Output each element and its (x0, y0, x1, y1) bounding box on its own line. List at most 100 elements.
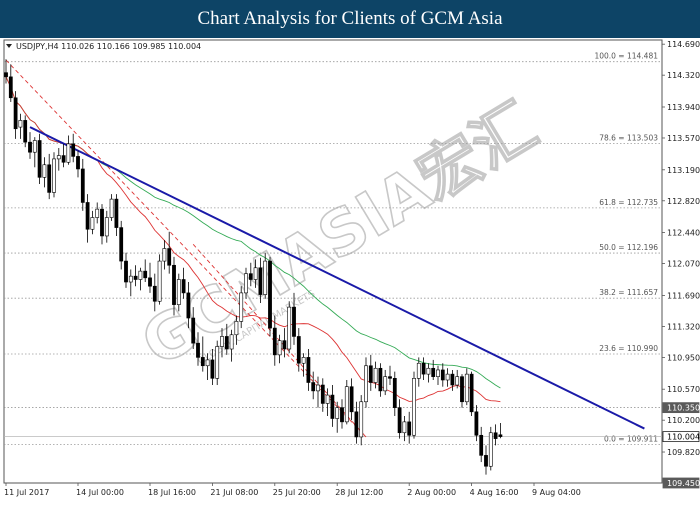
candle-body (234, 321, 239, 336)
y-tick-label: 113.570 (667, 134, 700, 143)
candle-body (349, 386, 354, 413)
candle-body (445, 373, 450, 381)
y-tick-label: 112.820 (667, 197, 700, 206)
candle-body (162, 248, 167, 262)
candle-body (176, 279, 181, 305)
current-price-box (662, 431, 700, 443)
candle-body (392, 378, 397, 408)
x-tick-label: 4 Aug 16:00 (470, 488, 519, 497)
chart-area: GCMASIA宏汇 GLOBAL CAPITAL MARKETS 100.0 =… (0, 38, 700, 500)
candle-body (143, 270, 148, 279)
candle-body (28, 141, 32, 153)
candle-body (340, 407, 344, 423)
symbol-caption: USDJPY,H4 110.026 110.166 109.985 110.00… (16, 42, 201, 51)
candle-body (8, 76, 13, 99)
candle-body (18, 120, 23, 128)
candle-body (220, 336, 224, 347)
candle-body (196, 342, 200, 358)
fib-label: 50.0 = 112.196 (599, 243, 658, 252)
candle-body (76, 156, 80, 170)
candle-body (306, 357, 311, 383)
candle-body (119, 227, 124, 262)
candle-body (42, 164, 47, 178)
candle-body (292, 306, 296, 337)
candle-body (191, 317, 196, 344)
candle-body (330, 394, 335, 419)
candle-body (301, 357, 306, 364)
candle-body (450, 373, 455, 386)
candle-body (464, 373, 469, 403)
fib-label: 100.0 = 114.481 (594, 52, 658, 61)
candle-body (407, 421, 412, 436)
candle-body (378, 367, 383, 392)
y-tick-label: 112.070 (667, 260, 700, 269)
y-tick-label: 110.950 (667, 353, 700, 362)
candle-body (95, 208, 100, 218)
candle-body (368, 365, 373, 383)
y-tick-label: 110.570 (667, 385, 700, 394)
candlestick-chart: GCMASIA宏汇 GLOBAL CAPITAL MARKETS 100.0 =… (0, 38, 700, 500)
candle-body (474, 411, 479, 436)
candle-body (109, 198, 114, 218)
y-tick-label: 111.320 (667, 322, 700, 331)
candle-body (316, 384, 320, 392)
candle-body (244, 273, 248, 294)
candle-body (66, 143, 71, 163)
y-tick-label: 111.690 (667, 291, 700, 300)
fibonacci-levels: 100.0 = 114.481 78.6 = 113.503 61.8 = 112.… (4, 52, 662, 445)
candle-body (37, 140, 42, 178)
candle-body (460, 376, 464, 403)
candle-body (85, 202, 90, 230)
candle-body (157, 260, 162, 302)
candle-body (325, 394, 330, 404)
candle-body (364, 365, 368, 403)
candle-body (412, 378, 416, 436)
candles (4, 59, 503, 475)
candle-body (498, 434, 503, 437)
candle-body (344, 386, 349, 423)
x-tick-label: 14 Jul 00:00 (76, 488, 124, 497)
candle-body (277, 340, 282, 356)
y-tick-label: 110.200 (667, 416, 700, 425)
x-tick-label: 2 Aug 00:00 (407, 488, 456, 497)
y-tick-label: 112.440 (667, 229, 700, 238)
candle-body (484, 455, 488, 467)
candle-body (4, 72, 8, 78)
candle-body (479, 434, 484, 456)
candle-body (215, 346, 220, 379)
candle-body (148, 277, 152, 287)
candle-body (488, 432, 493, 467)
candle-body (167, 248, 172, 266)
candle-body (335, 407, 340, 419)
candle-body (287, 306, 292, 350)
fib-label: 78.6 = 113.503 (599, 134, 658, 143)
candle-body (128, 275, 133, 283)
moving-average-fast (5, 76, 501, 403)
candle-body (402, 421, 407, 434)
candle-body (421, 362, 426, 375)
candle-body (354, 411, 359, 438)
candle-body (172, 264, 176, 305)
page-title: Chart Analysis for Clients of GCM Asia (0, 0, 700, 38)
candle-body (90, 217, 95, 230)
candle-body (268, 260, 272, 329)
candle-body (52, 158, 56, 193)
fib-label: 61.8 = 112.735 (599, 198, 658, 207)
candle-body (282, 340, 287, 350)
candle-body (320, 384, 325, 404)
candle-body (397, 407, 402, 434)
candle-body (373, 367, 378, 383)
trendline (29, 126, 645, 430)
x-tick-label: 9 Aug 04:00 (532, 488, 581, 497)
candle-body (13, 97, 18, 130)
bottom-price-label: 109.450 (667, 479, 700, 488)
candle-body (469, 373, 474, 413)
channel-line-upper (5, 59, 367, 438)
y-tick-label: 109.820 (667, 448, 700, 457)
candle-body (80, 168, 85, 203)
candle-body (229, 334, 234, 350)
candle-body (388, 376, 392, 379)
candle-body (152, 285, 157, 302)
x-tick-label: 25 Jul 20:00 (273, 488, 321, 497)
candle-body (181, 279, 186, 294)
